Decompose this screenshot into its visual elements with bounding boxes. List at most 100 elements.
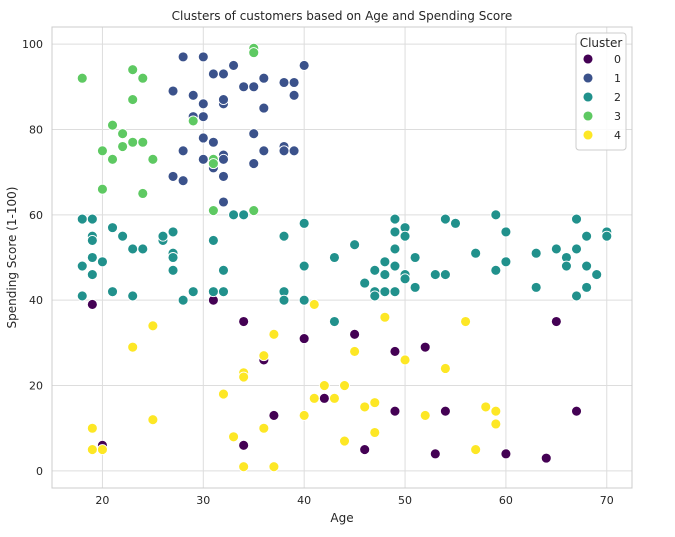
cluster-2-point — [560, 260, 572, 272]
cluster-2-point — [470, 247, 482, 259]
cluster-1-point — [258, 102, 270, 114]
cluster-2-point — [218, 286, 229, 298]
cluster-2-point — [76, 213, 88, 225]
cluster-2-point — [409, 281, 421, 293]
cluster-2-point — [86, 213, 98, 225]
cluster-4-point — [96, 444, 108, 456]
cluster-2-point — [571, 290, 582, 302]
cluster-3-point — [96, 145, 108, 157]
cluster-4-point — [86, 444, 98, 456]
cluster-2-point — [298, 217, 310, 229]
x-tick-label: 40 — [297, 494, 311, 507]
cluster-2-point — [167, 252, 179, 263]
cluster-3-point — [107, 153, 118, 165]
cluster-0-point — [349, 328, 361, 340]
cluster-2-point — [581, 260, 593, 272]
legend-marker-2 — [582, 91, 594, 103]
cluster-2-point — [500, 256, 512, 268]
cluster-3-point — [248, 205, 260, 216]
cluster-1-point — [167, 170, 179, 182]
cluster-2-point — [278, 230, 290, 242]
legend-marker-1 — [582, 72, 594, 84]
x-tick-label: 50 — [398, 494, 412, 507]
legend-label-1: 1 — [614, 72, 621, 85]
x-tick-label: 30 — [196, 494, 210, 507]
cluster-1-point — [177, 51, 189, 63]
cluster-2-point — [359, 277, 371, 289]
cluster-2-point — [298, 260, 310, 272]
y-tick-label: 20 — [29, 380, 43, 393]
y-tick-label: 100 — [22, 38, 43, 51]
cluster-3-point — [96, 183, 108, 195]
cluster-2-point — [218, 264, 229, 276]
cluster-2-point — [389, 213, 401, 225]
y-axis-label: Spending Score (1-100) — [5, 187, 19, 329]
cluster-2-point — [177, 294, 189, 306]
cluster-4-point — [490, 405, 502, 417]
cluster-4-point — [379, 311, 391, 323]
cluster-2-point — [127, 243, 139, 255]
cluster-1-point — [177, 175, 189, 187]
cluster-2-point — [207, 234, 219, 246]
cluster-1-point — [248, 128, 260, 140]
cluster-4-point — [439, 363, 451, 374]
cluster-1-point — [197, 51, 209, 63]
cluster-4-point — [339, 380, 350, 392]
legend-title: Cluster — [580, 36, 623, 50]
cluster-2-point — [86, 234, 98, 246]
legend-marker-3 — [582, 110, 594, 122]
cluster-1-point — [288, 145, 300, 157]
cluster-2-point — [571, 243, 582, 255]
cluster-4-point — [86, 422, 98, 434]
cluster-4-point — [268, 461, 280, 473]
cluster-2-point — [389, 243, 401, 255]
cluster-0-point — [238, 316, 250, 327]
cluster-2-point — [490, 209, 502, 221]
legend-label-0: 0 — [614, 53, 621, 66]
cluster-1-point — [228, 59, 240, 71]
cluster-1-point — [187, 89, 199, 101]
cluster-4-point — [419, 409, 431, 421]
cluster-2-point — [490, 264, 502, 276]
cluster-2-point — [157, 230, 169, 242]
cluster-3-point — [107, 119, 118, 131]
data-points — [76, 42, 613, 473]
cluster-0-point — [389, 345, 401, 357]
cluster-2-point — [450, 217, 461, 229]
cluster-2-point — [379, 269, 391, 281]
cluster-1-point — [248, 81, 260, 93]
cluster-0-point — [571, 405, 582, 417]
cluster-4-point — [369, 397, 381, 409]
cluster-3-point — [137, 188, 149, 199]
cluster-4-point — [359, 401, 371, 413]
y-tick-label: 60 — [29, 209, 43, 222]
cluster-3-point — [147, 153, 159, 165]
cluster-4-point — [318, 380, 330, 392]
x-axis-ticks: 20 30 40 50 60 70 — [95, 494, 613, 507]
cluster-3-point — [127, 94, 139, 106]
legend-label-4: 4 — [614, 129, 621, 142]
cluster-0-point — [540, 452, 552, 464]
cluster-0-point — [268, 409, 280, 421]
cluster-2-point — [530, 281, 542, 293]
cluster-1-point — [258, 72, 270, 84]
cluster-2-point — [117, 230, 129, 242]
cluster-2-point — [76, 290, 88, 302]
cluster-3-point — [117, 128, 129, 140]
cluster-3-point — [207, 205, 219, 216]
cluster-2-point — [167, 226, 179, 238]
cluster-4-point — [480, 401, 492, 413]
y-tick-label: 40 — [29, 294, 43, 307]
cluster-4-point — [228, 431, 240, 443]
y-tick-label: 80 — [29, 123, 43, 136]
cluster-0-point — [359, 444, 371, 456]
cluster-2-point — [96, 256, 108, 268]
cluster-2-point — [328, 316, 340, 327]
cluster-2-point — [107, 286, 118, 298]
cluster-2-point — [429, 269, 441, 281]
x-axis-label: Age — [330, 511, 353, 525]
cluster-2-point — [399, 273, 411, 285]
cluster-4-point — [328, 392, 340, 404]
cluster-0-point — [550, 316, 562, 327]
